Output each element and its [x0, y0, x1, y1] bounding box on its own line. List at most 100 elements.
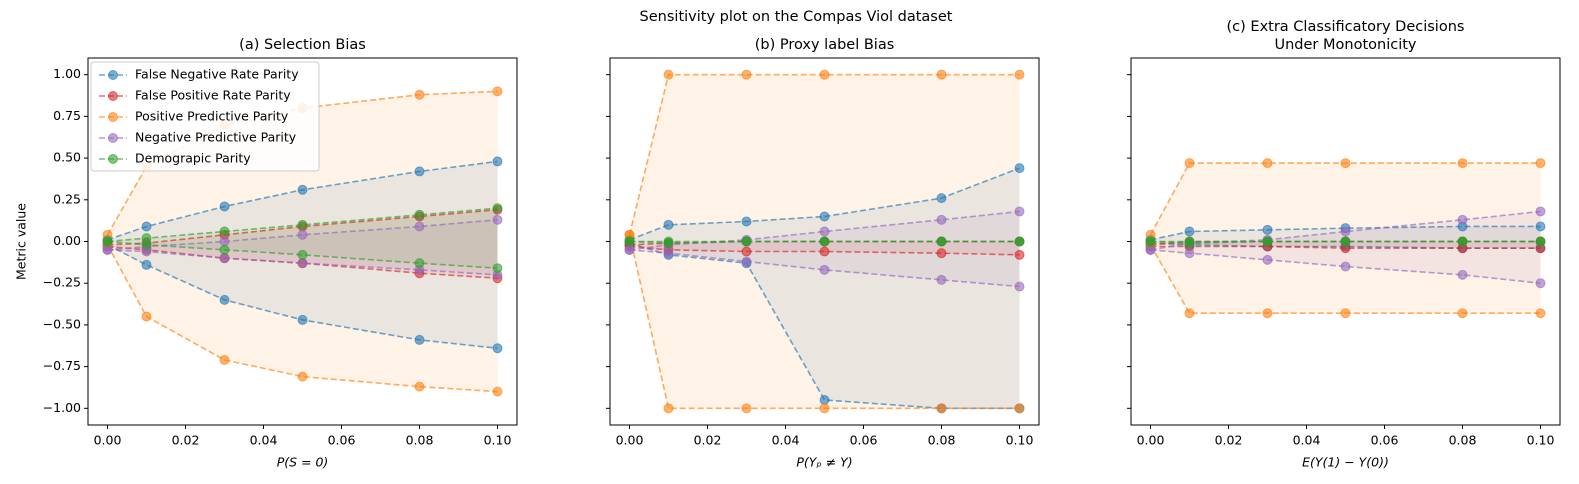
marker	[1145, 236, 1156, 247]
marker	[819, 69, 830, 80]
marker	[492, 343, 503, 354]
marker	[1457, 236, 1468, 247]
marker	[936, 193, 947, 204]
marker	[936, 214, 947, 225]
marker	[819, 211, 830, 222]
marker	[414, 221, 425, 232]
x-tick-label: 0.02	[1215, 433, 1243, 448]
subplot: 0.00 0.02 0.04 0.06 0.08 0.10 (c) Extra Classi…	[1127, 19, 1561, 470]
series-line	[107, 240, 498, 269]
marker	[1262, 254, 1273, 265]
y-tick-label: −0.75	[43, 358, 81, 373]
subplot-title: (a) Selection Bias	[239, 37, 366, 53]
marker	[141, 239, 152, 250]
marker	[102, 236, 113, 247]
x-axis-label: P(Yₚ ≠ Y)	[796, 455, 852, 470]
marker	[297, 249, 308, 260]
x-tick-label: 0.04	[250, 433, 278, 448]
marker	[414, 166, 425, 177]
marker	[819, 226, 830, 237]
marker	[1340, 236, 1351, 247]
legend-label: False Negative Rate Parity	[135, 67, 299, 82]
marker	[1340, 226, 1351, 237]
legend-marker	[108, 133, 118, 143]
marker	[1457, 214, 1468, 225]
marker	[1262, 224, 1273, 235]
marker	[141, 311, 152, 322]
x-tick-label: 0.08	[406, 433, 434, 448]
marker	[297, 258, 308, 269]
series-line	[107, 219, 498, 251]
legend-label: Negative Predictive Parity	[135, 130, 297, 145]
marker	[819, 394, 830, 405]
marker	[1457, 158, 1468, 169]
y-tick-label: 0.50	[53, 150, 81, 165]
y-tick-label: 1.00	[53, 66, 81, 81]
marker	[297, 229, 308, 240]
marker	[1535, 308, 1546, 319]
x-tick-label: 0.00	[94, 433, 122, 448]
subplot-title: Under Monotonicity	[1275, 37, 1417, 53]
marker	[102, 244, 113, 255]
marker	[741, 216, 752, 227]
marker	[492, 386, 503, 397]
marker	[297, 219, 308, 230]
series-line	[1150, 249, 1541, 285]
x-tick-label: 0.06	[328, 433, 356, 448]
marker	[219, 244, 230, 255]
marker	[819, 403, 830, 414]
marker	[1184, 238, 1195, 249]
marker	[741, 246, 752, 257]
marker	[819, 236, 830, 247]
marker	[1535, 236, 1546, 247]
series-line	[107, 249, 498, 276]
subplot-title: (c) Extra Classificatory Decisions	[1227, 19, 1465, 35]
marker	[936, 403, 947, 414]
marker	[1014, 403, 1025, 414]
marker	[741, 236, 752, 247]
marker	[219, 253, 230, 264]
figure-title: Sensitivity plot on the Compas Viol data…	[640, 9, 953, 25]
marker	[741, 69, 752, 80]
marker	[219, 201, 230, 212]
marker	[663, 238, 674, 249]
series-line	[628, 73, 1020, 236]
y-tick-label: 0.00	[53, 233, 81, 248]
y-tick-label: −0.25	[43, 275, 81, 290]
x-tick-label: 0.04	[772, 433, 800, 448]
marker	[297, 184, 308, 195]
marker	[141, 221, 152, 232]
series-line	[107, 209, 498, 246]
marker	[1262, 308, 1273, 319]
x-tick-label: 0.10	[484, 433, 512, 448]
marker	[297, 314, 308, 325]
band-fill	[629, 168, 1020, 409]
marker	[414, 89, 425, 100]
marker	[936, 236, 947, 247]
y-tick-label: −1.00	[43, 400, 81, 415]
legend-marker	[108, 70, 118, 80]
marker	[219, 236, 230, 247]
x-tick-label: 0.08	[1449, 433, 1477, 448]
marker	[492, 156, 503, 167]
marker	[819, 246, 830, 257]
x-tick-label: 0.06	[1371, 433, 1399, 448]
marker	[297, 371, 308, 382]
marker	[1184, 226, 1195, 237]
x-tick-label: 0.02	[172, 433, 200, 448]
series-line	[1150, 225, 1541, 241]
marker	[1014, 249, 1025, 260]
series-line	[1150, 240, 1541, 244]
marker	[663, 219, 674, 230]
marker	[936, 248, 947, 259]
legend-label: Positive Predictive Parity	[135, 109, 289, 124]
marker	[1457, 269, 1468, 280]
series-line	[629, 240, 1020, 244]
subplot-title: (b) Proxy label Bias	[755, 37, 895, 53]
x-axis-label: P(S = 0)	[277, 455, 329, 470]
marker	[492, 214, 503, 225]
marker	[1262, 158, 1273, 169]
series-line	[1150, 245, 1541, 249]
x-tick-label: 0.10	[1527, 433, 1555, 448]
